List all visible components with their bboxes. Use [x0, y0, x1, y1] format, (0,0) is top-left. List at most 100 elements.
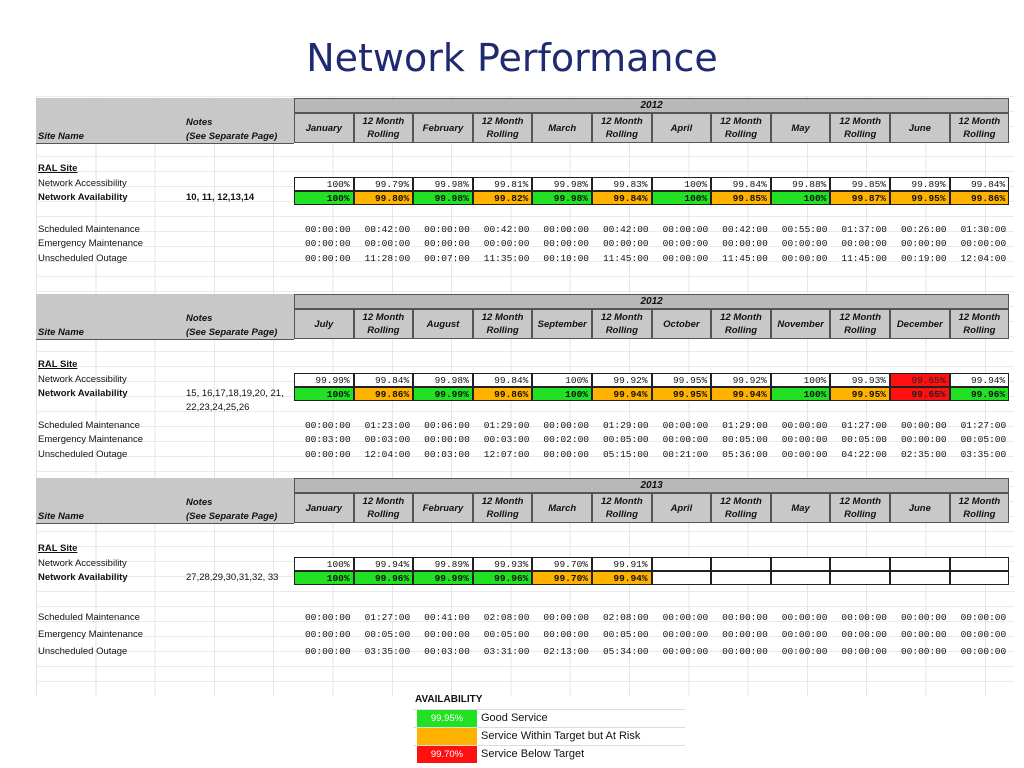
column-header: December — [890, 309, 950, 339]
cell-availability: 99.94% — [592, 387, 652, 401]
cell-unscheduled: 00:00:00 — [781, 646, 828, 657]
cell-scheduled: 01:27:00 — [960, 420, 1007, 431]
legend-divider — [413, 727, 685, 728]
cell-emergency: 00:00:00 — [304, 238, 351, 249]
cell-accessibility: 99.91% — [592, 557, 652, 571]
cell-emergency: 00:00:00 — [722, 629, 768, 640]
cell-availability: 99.98% — [532, 191, 592, 205]
row-label-scheduled: Scheduled Maintenance — [38, 420, 140, 431]
cell-accessibility: 100% — [294, 557, 354, 571]
cell-accessibility: 99.95% — [651, 373, 712, 387]
performance-table: 2012 Site Name Notes (See Separate Page) Jul… — [36, 294, 1014, 494]
cell-availability: 99.82% — [472, 191, 533, 205]
cell-unscheduled: 12:04:00 — [364, 449, 411, 460]
column-header: January — [294, 113, 354, 143]
cell-unscheduled: 00:00:00 — [722, 646, 768, 657]
row-label-availability: Network Availability — [38, 192, 128, 203]
cell-availability — [770, 571, 831, 585]
cell-unscheduled: 00:00:00 — [304, 253, 351, 264]
cell-unscheduled: 11:45:00 — [841, 253, 887, 264]
cell-unscheduled: 00:00:00 — [900, 646, 947, 657]
cell-accessibility: 100% — [770, 373, 831, 387]
cell-accessibility — [651, 557, 712, 571]
cell-unscheduled: 04:22:00 — [841, 449, 887, 460]
cell-unscheduled: 00:00:00 — [304, 646, 351, 657]
cell-scheduled: 01:29:00 — [602, 420, 649, 431]
column-header: February — [413, 113, 473, 143]
cell-availability: 99.70% — [532, 571, 592, 585]
cell-unscheduled: 00:00:00 — [841, 646, 887, 657]
cell-availability — [830, 571, 890, 585]
cell-availability: 99.99% — [413, 571, 473, 585]
cell-scheduled: 00:00:00 — [900, 612, 947, 623]
cell-emergency: 00:00:00 — [424, 238, 470, 249]
cell-emergency: 00:00:00 — [483, 238, 530, 249]
cell-emergency: 00:00:00 — [662, 434, 709, 445]
notes-value: 15, 16,17,18,19,20, 21, 22,23,24,25,26 — [186, 388, 284, 413]
cell-scheduled: 01:37:00 — [841, 224, 887, 235]
cell-emergency: 00:00:00 — [722, 238, 768, 249]
notes-header: Notes — [186, 313, 213, 324]
cell-scheduled: 00:00:00 — [662, 420, 709, 431]
column-header: 12 Month Rolling — [830, 493, 890, 523]
cell-availability: 100% — [651, 191, 712, 205]
cell-accessibility: 99.84% — [711, 177, 771, 191]
column-header: 12 Month Rolling — [472, 309, 533, 339]
column-header: June — [890, 113, 950, 143]
cell-scheduled: 00:42:00 — [364, 224, 411, 235]
cell-scheduled: 01:27:00 — [841, 420, 887, 431]
notes-header-subtitle: (See Separate Page) — [186, 511, 278, 522]
cell-scheduled: 01:29:00 — [483, 420, 530, 431]
cell-unscheduled: 02:13:00 — [543, 646, 589, 657]
row-label-scheduled: Scheduled Maintenance — [38, 612, 140, 623]
cell-unscheduled: 00:00:00 — [662, 646, 709, 657]
column-header: 12 Month Rolling — [592, 493, 652, 523]
cell-scheduled: 00:42:00 — [722, 224, 768, 235]
cell-emergency: 00:03:00 — [364, 434, 411, 445]
availability-legend: AVAILABILITY 99.95% Good Service Service… — [413, 694, 685, 766]
cell-unscheduled: 05:15:00 — [602, 449, 649, 460]
legend-label-at-risk: Service Within Target but At Risk — [481, 730, 641, 742]
notes-header-subtitle: (See Separate Page) — [186, 131, 278, 142]
cell-availability — [949, 571, 1010, 585]
cell-unscheduled: 00:10:00 — [543, 253, 589, 264]
cell-availability: 100% — [294, 387, 354, 401]
cell-scheduled: 00:42:00 — [602, 224, 649, 235]
site-name-header: Site Name — [38, 511, 84, 522]
cell-scheduled: 00:00:00 — [304, 612, 351, 623]
table-header-left — [36, 478, 294, 524]
cell-availability: 99.85% — [711, 191, 771, 205]
cell-scheduled: 02:08:00 — [483, 612, 530, 623]
cell-accessibility: 100% — [532, 373, 592, 387]
cell-availability: 99.98% — [413, 191, 473, 205]
legend-title: AVAILABILITY — [415, 694, 483, 705]
cell-emergency: 00:05:00 — [841, 434, 887, 445]
cell-unscheduled: 11:35:00 — [483, 253, 530, 264]
cell-accessibility: 99.99% — [294, 373, 354, 387]
cell-unscheduled: 02:35:00 — [900, 449, 947, 460]
row-label-availability: Network Availability — [38, 388, 128, 399]
row-label-unscheduled: Unscheduled Outage — [38, 449, 128, 460]
cell-accessibility: 99.81% — [472, 177, 533, 191]
cell-unscheduled: 00:03:00 — [424, 449, 470, 460]
cell-emergency: 00:03:00 — [304, 434, 351, 445]
cell-emergency: 00:00:00 — [781, 434, 828, 445]
cell-availability: 100% — [770, 387, 831, 401]
notes-header: Notes — [186, 497, 213, 508]
cell-scheduled: 00:00:00 — [960, 612, 1007, 623]
column-header: 12 Month Rolling — [830, 113, 890, 143]
cell-accessibility: 99.98% — [532, 177, 592, 191]
cell-unscheduled: 11:28:00 — [364, 253, 411, 264]
cell-scheduled: 01:23:00 — [364, 420, 411, 431]
row-label-availability: Network Availability — [38, 572, 128, 583]
year-header: 2012 — [294, 294, 1010, 309]
cell-accessibility — [830, 557, 890, 571]
cell-availability: 99.86% — [949, 191, 1010, 205]
notes-value: 10, 11, 12,13,14 — [186, 192, 255, 203]
cell-scheduled: 00:00:00 — [543, 420, 589, 431]
cell-unscheduled: 03:35:00 — [960, 449, 1007, 460]
column-header: April — [651, 493, 712, 523]
cell-scheduled: 00:00:00 — [781, 420, 828, 431]
cell-unscheduled: 05:36:00 — [722, 449, 768, 460]
cell-scheduled: 00:00:00 — [781, 612, 828, 623]
